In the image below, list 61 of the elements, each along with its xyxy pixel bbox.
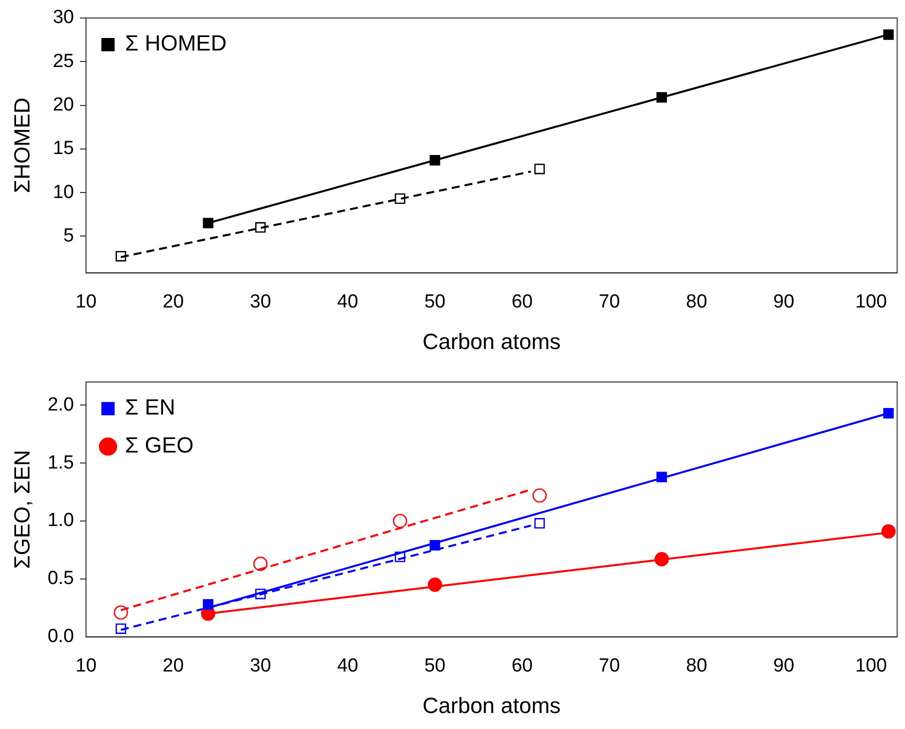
point [255,222,266,233]
x-tick-label: 30 [250,655,272,676]
x-tick-label: 40 [337,655,358,676]
point [883,408,894,419]
point [202,599,214,610]
x-tick-label: 50 [424,655,446,676]
x-tick-label: 10 [75,655,97,676]
y-tick-label: 0.5 [48,568,74,590]
x-tick-label: 20 [162,655,184,676]
x-tick-label: 50 [424,291,446,312]
point [253,556,268,571]
x-tick-label: 70 [598,655,620,676]
point [392,514,408,528]
point [430,154,440,166]
x-tick-label: 100 [855,655,887,676]
y-axis-title: ΣGEO, ΣEN [9,450,34,569]
y-tick-label: 0.0 [48,626,74,648]
y-tick-label: 20 [52,94,74,116]
point [428,578,442,592]
y-tick-label: 15 [52,138,74,160]
y-tick-label: 30 [52,7,74,28]
x-tick-label: 60 [512,291,533,312]
y-tick-label: 5 [63,225,74,246]
x-axis-title: Carbon atoms [422,692,561,718]
point [114,605,128,620]
point [394,193,406,204]
y-tick-label: 2.0 [48,394,74,416]
legend-label: Σ EN [125,394,176,420]
y-tick-label: 10 [52,182,74,203]
x-tick-label: 90 [773,291,794,312]
x-axis-title: Carbon atoms [422,328,561,354]
y-tick-label: 1.0 [48,510,74,532]
legend-label: Σ HOMED [125,30,227,56]
point [116,250,126,262]
point [394,552,406,562]
x-tick-label: 60 [512,655,533,676]
x-tick-label: 40 [337,291,358,312]
x-tick-label: 20 [162,291,184,312]
point [883,29,894,40]
point [534,164,545,174]
legend-label: Σ GEO [125,432,194,458]
y-tick-label: 1.5 [48,452,74,474]
y-axis-title: ΣHOMED [9,98,34,194]
point [255,588,266,600]
point [534,518,545,529]
x-tick-label: 80 [686,655,708,676]
x-tick-label: 10 [75,291,97,312]
x-tick-label: 100 [855,291,887,312]
x-tick-label: 70 [598,291,620,312]
point [430,540,440,551]
x-tick-label: 80 [686,291,708,312]
x-tick-label: 30 [250,291,272,312]
point [116,623,126,634]
point [656,472,667,482]
point [881,524,896,539]
point [654,552,669,566]
point [656,92,667,103]
point [532,488,547,503]
x-tick-label: 90 [773,655,794,676]
point [202,218,214,228]
y-tick-label: 25 [52,50,74,72]
